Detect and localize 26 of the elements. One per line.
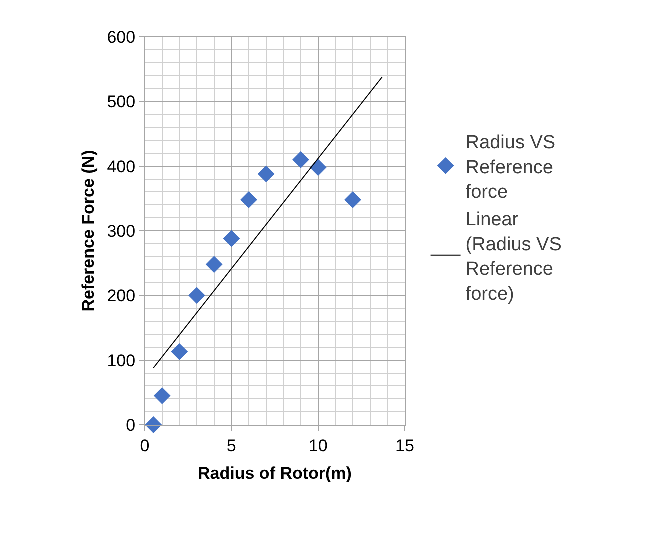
y-tick-label: 600 [107, 28, 136, 47]
x-tick-label: 0 [140, 436, 150, 456]
point [223, 230, 240, 248]
point [344, 192, 362, 208]
point [258, 166, 275, 183]
legend-label: Linear (Radius VS Reference force) [466, 210, 562, 305]
y-tick-label: 0 [126, 416, 136, 435]
legend-label: Radius VS Reference force [466, 132, 556, 204]
y-axis-title: Reference Force (N) [78, 150, 98, 312]
point [206, 256, 223, 274]
point [145, 416, 162, 434]
point [154, 387, 171, 404]
point [171, 343, 188, 360]
y-tick-label: 300 [107, 222, 136, 241]
x-tick-label: 5 [226, 436, 236, 456]
point [240, 192, 258, 208]
point [310, 159, 327, 176]
point [292, 151, 310, 168]
y-tick-label: 400 [107, 157, 136, 176]
point [188, 287, 206, 304]
x-tick-label: 15 [396, 436, 414, 456]
y-tick-label: 500 [107, 92, 136, 112]
y-tick-label: 200 [107, 286, 136, 306]
y-tick-label: 100 [107, 351, 136, 370]
x-tick-label: 10 [308, 436, 328, 456]
x-axis-title: Radius of Rotor(m) [198, 464, 352, 483]
